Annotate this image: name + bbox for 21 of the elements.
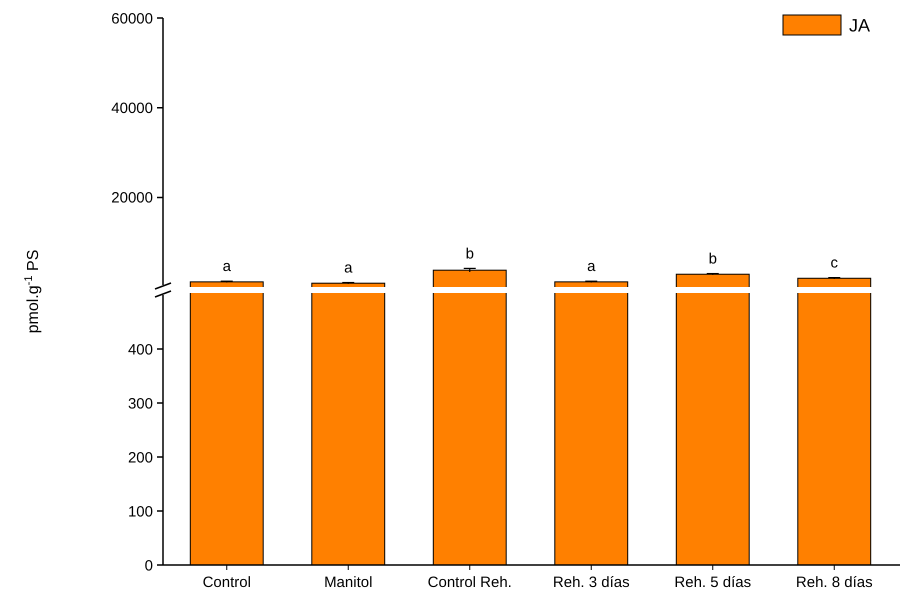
x-tick-label: Control Reh. — [428, 574, 512, 591]
annotation: b — [466, 245, 474, 262]
y-tick-label: 60000 — [111, 10, 153, 28]
annotation: a — [222, 258, 232, 276]
y-tick-label: 20000 — [111, 190, 153, 207]
y-tick-label: 100 — [128, 503, 153, 520]
x-tick-label: Control — [202, 574, 251, 591]
y-tick-label: 300 — [128, 395, 153, 412]
annotation: a — [587, 258, 596, 276]
annotation: c — [830, 254, 838, 272]
y-tick-label: 200 — [128, 449, 153, 466]
annotation: a — [344, 260, 354, 277]
x-tick-label: Reh. 8 días — [796, 574, 873, 591]
x-tick-label: Reh. 3 días — [552, 574, 630, 591]
y-tick-label: 40000 — [111, 100, 153, 117]
legend-label: JA — [849, 15, 870, 36]
x-tick-label: Manitol — [324, 574, 372, 591]
y-tick-label: 0 — [144, 557, 153, 574]
annotation: b — [708, 250, 717, 268]
x-tick-label: Reh. 5 días — [674, 574, 752, 591]
y-tick-label: 400 — [128, 341, 153, 358]
